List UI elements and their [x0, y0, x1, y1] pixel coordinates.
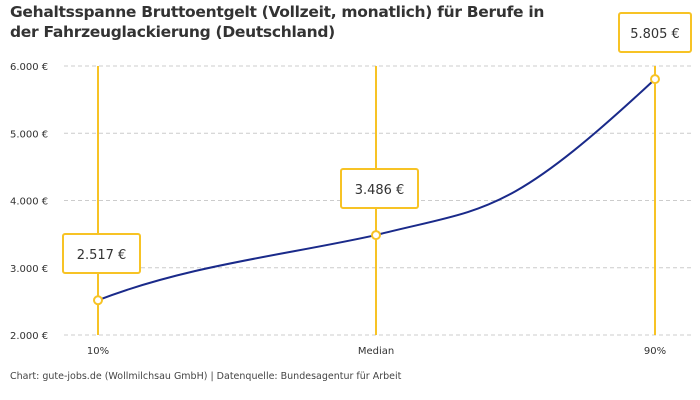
y-tick-label: 3.000 €	[10, 264, 48, 275]
y-tick-label: 4.000 €	[10, 197, 48, 208]
data-label-box	[62, 233, 141, 274]
data-point	[371, 230, 381, 241]
y-tick-label: 5.000 €	[10, 129, 48, 140]
x-tick-label: 90%	[644, 346, 666, 357]
y-tick-label: 2.000 €	[10, 331, 48, 342]
data-point	[93, 295, 103, 306]
data-label: 3.486 €	[355, 183, 405, 198]
x-tick-label: Median	[358, 346, 394, 357]
data-label: 2.517 €	[77, 248, 127, 263]
data-point	[650, 74, 660, 85]
data-label: 5.805 €	[630, 27, 680, 42]
x-tick-label: 10%	[87, 346, 109, 357]
chart-footer: Chart: gute-jobs.de (Wollmilchsau GmbH) …	[10, 371, 402, 382]
data-label-box	[618, 12, 692, 53]
y-tick-label: 6.000 €	[10, 62, 48, 73]
data-label-box	[340, 168, 419, 209]
chart-title: Gehaltsspanne Bruttoentgelt (Vollzeit, m…	[10, 3, 545, 41]
